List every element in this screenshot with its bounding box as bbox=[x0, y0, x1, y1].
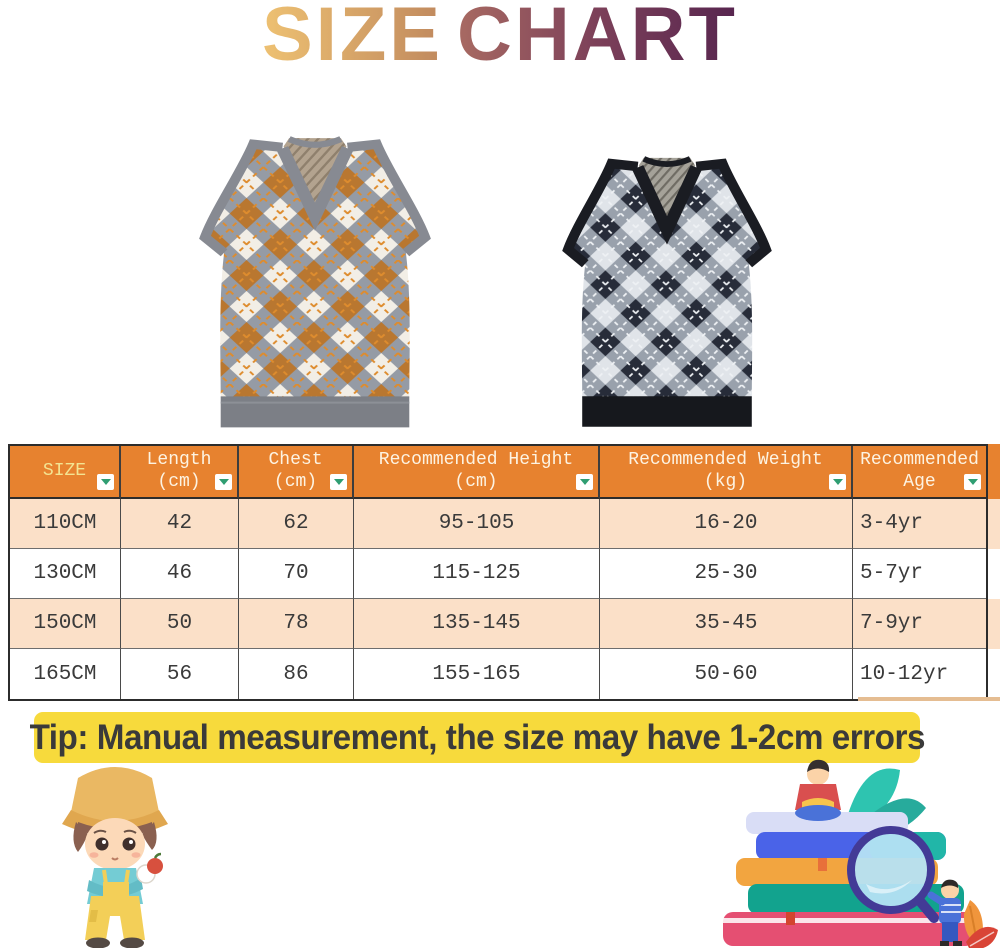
argyle-vest-gray-orange bbox=[199, 136, 431, 428]
table-cell-age: 5-7yr bbox=[853, 549, 986, 599]
table-cell-length: 42 bbox=[121, 499, 239, 549]
column-header-recommended-age: Recommended Age bbox=[853, 446, 986, 499]
table-cell-weight: 16-20 bbox=[600, 499, 853, 549]
tip-text: Tip: Manual measurement, the size may ha… bbox=[29, 717, 925, 757]
dropdown-triangle-icon bbox=[218, 479, 229, 485]
column-header-recommended-weight: Recommended Weight (kg) bbox=[600, 446, 853, 499]
table-edge-strip bbox=[988, 444, 1000, 701]
apple-and-magnifier bbox=[136, 852, 163, 884]
child-illustration bbox=[18, 750, 213, 948]
standing-child bbox=[927, 879, 962, 946]
argyle-vest-black-white bbox=[562, 156, 772, 427]
page-title: SIZE CHART bbox=[0, 0, 1000, 76]
reading-child bbox=[795, 759, 841, 821]
page-title-chart-word: CHART bbox=[457, 0, 738, 77]
table-cell-weight: 25-30 bbox=[600, 549, 853, 599]
magnifying-glass-icon bbox=[847, 826, 939, 923]
overalls bbox=[85, 869, 145, 940]
table-cell-weight: 50-60 bbox=[600, 649, 853, 699]
column-header-size: SIZE bbox=[10, 446, 121, 499]
table-cell-size: 150CM bbox=[10, 599, 121, 649]
dropdown-triangle-icon bbox=[100, 479, 111, 485]
filter-dropdown-icon[interactable] bbox=[97, 474, 114, 490]
table-cell-chest: 78 bbox=[239, 599, 354, 649]
table-cell-height: 135-145 bbox=[354, 599, 600, 649]
page-title-size-word: SIZE bbox=[262, 0, 443, 77]
table-cell-height: 95-105 bbox=[354, 499, 600, 549]
books-illustration bbox=[698, 752, 998, 948]
table-cell-size: 165CM bbox=[10, 649, 121, 699]
dropdown-triangle-icon bbox=[579, 479, 590, 485]
filter-dropdown-icon[interactable] bbox=[215, 474, 232, 490]
column-header-chest: Chest (cm) bbox=[239, 446, 354, 499]
dropdown-triangle-icon bbox=[967, 479, 978, 485]
table-cell-weight: 35-45 bbox=[600, 599, 853, 649]
table-cell-age: 10-12yr bbox=[853, 649, 986, 699]
right-vest-image bbox=[560, 156, 774, 442]
column-header-recommended-height: Recommended Height (cm) bbox=[354, 446, 600, 499]
table-cell-height: 115-125 bbox=[354, 549, 600, 599]
filter-dropdown-icon[interactable] bbox=[964, 474, 981, 490]
left-vest-image bbox=[196, 136, 434, 446]
table-cell-age: 7-9yr bbox=[853, 599, 986, 649]
size-table: SIZE Length (cm) Chest (cm) Recommended … bbox=[8, 444, 988, 701]
hair bbox=[73, 822, 88, 852]
table-cell-length: 56 bbox=[121, 649, 239, 699]
table-cell-age: 3-4yr bbox=[853, 499, 986, 549]
tip-banner: Tip: Manual measurement, the size may ha… bbox=[29, 712, 925, 763]
table-cell-height: 155-165 bbox=[354, 649, 600, 699]
column-header-length: Length (cm) bbox=[121, 446, 239, 499]
table-cell-chest: 70 bbox=[239, 549, 354, 599]
table-cell-size: 110CM bbox=[10, 499, 121, 549]
table-cell-chest: 62 bbox=[239, 499, 354, 549]
table-cell-size: 130CM bbox=[10, 549, 121, 599]
filter-dropdown-icon[interactable] bbox=[829, 474, 846, 490]
filter-dropdown-icon[interactable] bbox=[330, 474, 347, 490]
filter-dropdown-icon[interactable] bbox=[576, 474, 593, 490]
dropdown-triangle-icon bbox=[832, 479, 843, 485]
shoe bbox=[86, 937, 110, 948]
dropdown-triangle-icon bbox=[333, 479, 344, 485]
autumn-leaves bbox=[963, 900, 998, 948]
table-cell-length: 46 bbox=[121, 549, 239, 599]
face bbox=[85, 818, 145, 870]
table-cell-length: 50 bbox=[121, 599, 239, 649]
table-cell-chest: 86 bbox=[239, 649, 354, 699]
table-edge-border bbox=[858, 697, 1000, 701]
shoe bbox=[120, 937, 144, 948]
